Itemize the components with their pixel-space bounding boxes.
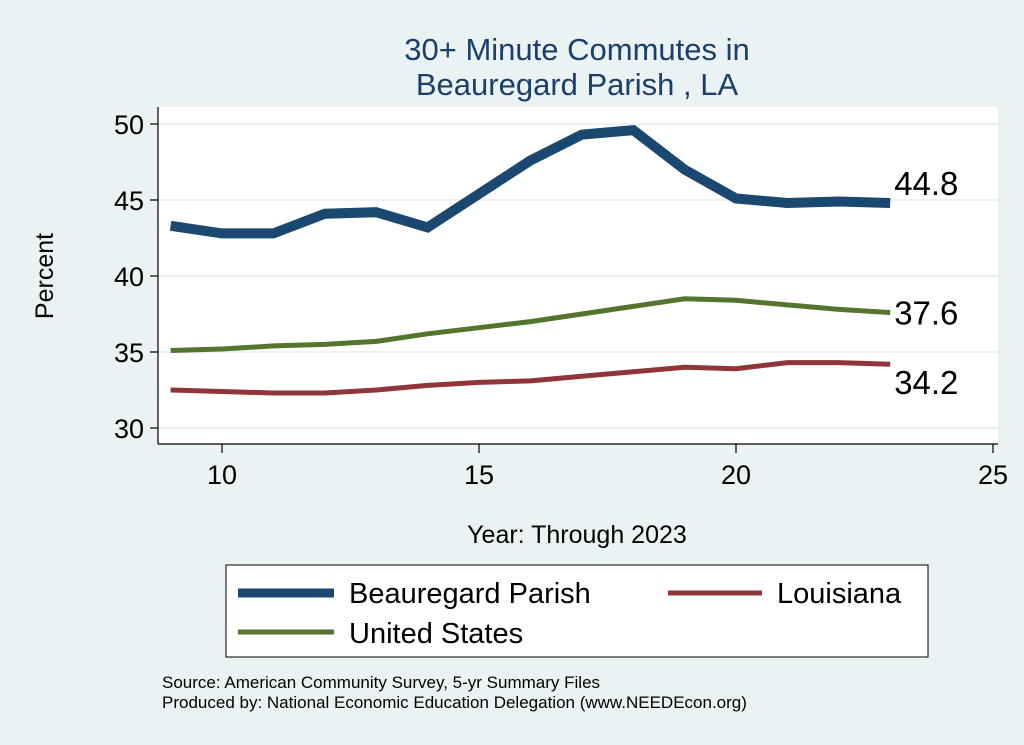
end-labels: 37.6 34.2 44.8 [894,165,958,401]
series-lines [169,124,891,396]
x-tick-label: 20 [721,460,751,490]
gridlines [158,123,998,429]
x-axis-label: Year: Through 2023 [467,521,687,549]
y-axis: 30 35 40 45 50 [114,107,159,444]
y-axis-label: Percent [31,233,59,319]
chart-title-line-1: 30+ Minute Commutes in [404,32,749,67]
x-tick-label: 10 [207,460,237,490]
legend: Beauregard Parish Louisiana United State… [225,564,929,658]
end-label-beauregard-parish: 44.8 [894,165,958,202]
y-tick-label: 30 [114,414,144,444]
legend-box [225,564,929,658]
y-tick-label: 35 [114,338,144,368]
x-axis: 10 15 20 25 [158,443,1008,490]
legend-label-louisiana: Louisiana [777,578,902,610]
legend-label-united-states: United States [349,618,523,650]
chart-title-line-2: Beauregard Parish , LA [416,67,739,102]
y-tick-label: 40 [114,262,144,292]
legend-label-beauregard-parish: Beauregard Parish [349,578,591,610]
x-tick-label: 25 [978,460,1008,490]
y-tick-label: 50 [114,110,144,140]
producer-note: Produced by: National Economic Education… [162,693,747,712]
x-tick-label: 15 [464,460,494,490]
y-tick-label: 45 [114,186,144,216]
end-label-united-states: 37.6 [894,294,958,331]
end-label-louisiana: 34.2 [894,364,958,401]
source-note: Source: American Community Survey, 5-yr … [162,673,600,692]
